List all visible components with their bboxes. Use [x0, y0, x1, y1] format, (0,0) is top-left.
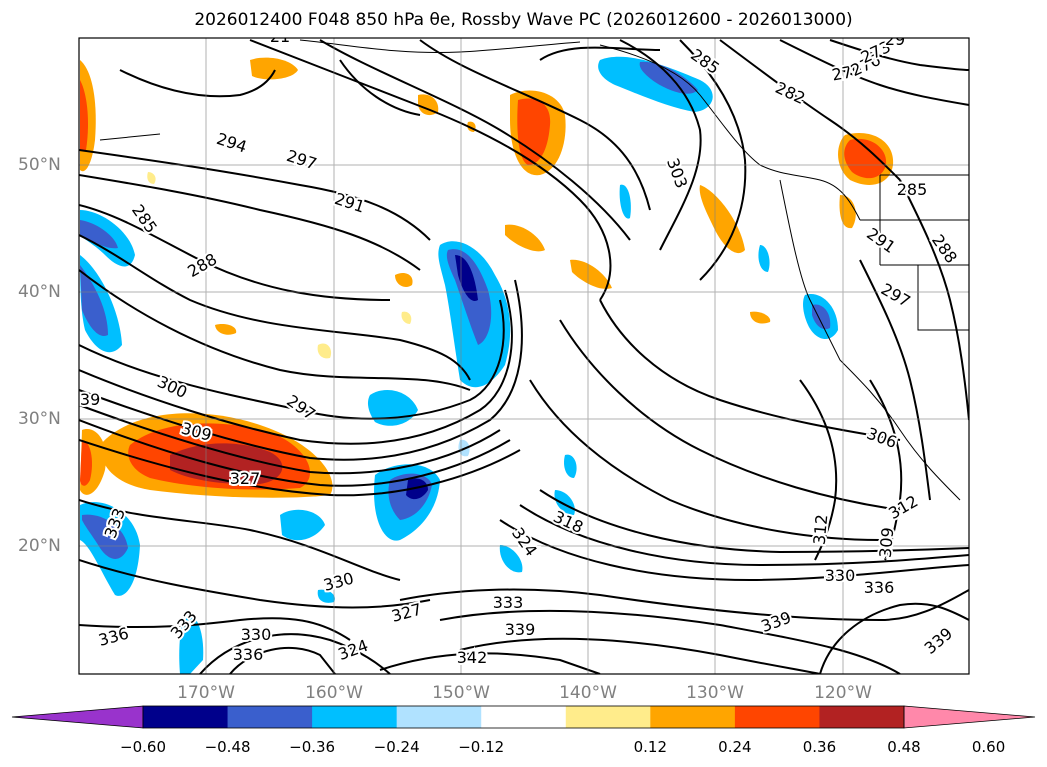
colorbar-tick-label: −0.12 [458, 738, 505, 756]
lon-label-150w: 150°W [432, 683, 490, 703]
contour-label: 309 [876, 526, 898, 558]
colorbar-extend-min [11, 705, 144, 729]
lon-label-170w: 170°W [177, 683, 235, 703]
contour-label: 312 [810, 513, 832, 545]
contour-label: 336 [233, 645, 264, 664]
lon-label-120w: 120°W [814, 683, 872, 703]
colorbar-segment [227, 706, 313, 728]
contour-label: 333 [493, 593, 524, 612]
colorbar-tick-label: 0.24 [718, 738, 752, 756]
lat-label-40n: 40°N [18, 282, 61, 302]
colorbar-outline [142, 705, 905, 729]
contour-label: 342 [457, 648, 488, 667]
theta-e-contours [79, 39, 969, 674]
colorbar-segment [819, 706, 905, 728]
colorbar-segment [734, 706, 820, 728]
colorbar-segment [396, 706, 482, 728]
lat-label-20n: 20°N [18, 536, 61, 556]
colorbar-tick-label: 0.48 [887, 738, 921, 756]
lon-label-160w: 160°W [305, 683, 363, 703]
contour-label: 327 [230, 469, 261, 488]
graticule [79, 38, 969, 674]
map-title: 2026012400 F048 850 hPa θe, Rossby Wave … [194, 10, 853, 30]
contour-label: 339 [70, 390, 101, 409]
colorbar-tick-label: 0.36 [802, 738, 837, 756]
colorbar-tick-label: −0.36 [289, 738, 336, 756]
contour-label: 330 [825, 566, 856, 585]
colorbar-tick-label: 0.60 [971, 738, 1006, 756]
colorbar-segment [565, 706, 651, 728]
contour-label: 285 [897, 180, 928, 199]
colorbar-segment [312, 706, 398, 728]
contour-label: 330 [241, 625, 272, 644]
colorbar-extend-max [903, 705, 1036, 729]
colorbar-segment [650, 706, 736, 728]
colorbar-tick-label: −0.48 [204, 738, 251, 756]
colorbar-tick-label: −0.60 [120, 738, 166, 756]
colorbar-tick-label: 0.12 [633, 738, 668, 756]
contour-label: 336 [864, 578, 895, 597]
lon-label-140w: 140°W [559, 683, 617, 703]
coastlines [99, 39, 969, 501]
colorbar [11, 705, 1036, 729]
lat-label-30n: 30°N [18, 409, 61, 429]
contour-label: 21 [270, 27, 290, 46]
contour-label: 279 [830, 61, 863, 85]
map-frame [78, 37, 970, 675]
lon-label-130w: 130°W [686, 683, 744, 703]
lat-label-50n: 50°N [18, 155, 61, 175]
contour-label: 29 [885, 30, 905, 49]
colorbar-tick-label: −0.24 [373, 738, 420, 756]
colorbar-segment [143, 706, 229, 728]
contour-label: 339 [505, 620, 536, 639]
colorbar-segment [481, 706, 567, 728]
